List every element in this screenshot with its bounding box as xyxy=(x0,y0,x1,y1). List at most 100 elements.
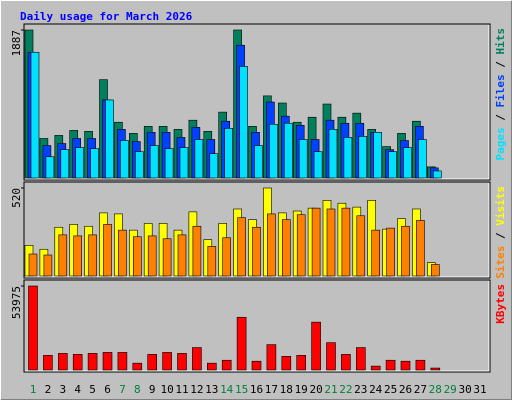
x-tick-label: 28 xyxy=(429,383,442,396)
x-tick-label: 19 xyxy=(295,383,308,396)
bar xyxy=(103,224,112,277)
bar xyxy=(283,122,293,179)
bar xyxy=(192,347,202,371)
bar xyxy=(403,147,412,179)
bar xyxy=(432,170,442,179)
x-tick-label: 31 xyxy=(473,383,486,396)
x-tick-label: 10 xyxy=(160,383,173,396)
bar xyxy=(386,227,395,277)
x-tick-label: 30 xyxy=(458,383,471,396)
x-tick-label: 22 xyxy=(339,383,352,396)
bar xyxy=(132,362,143,371)
bar xyxy=(45,156,55,179)
bar xyxy=(401,225,410,277)
bar xyxy=(311,321,321,371)
x-tick-label: 13 xyxy=(205,383,218,396)
bar xyxy=(343,137,353,179)
bar xyxy=(328,129,338,179)
bar xyxy=(87,353,98,371)
bar xyxy=(266,344,277,371)
bar xyxy=(90,148,99,179)
bar xyxy=(267,213,276,277)
bar xyxy=(28,285,38,371)
bar xyxy=(236,316,247,371)
legend-separator: / xyxy=(494,108,507,128)
bar xyxy=(373,132,383,179)
x-tick-label: 2 xyxy=(45,383,52,396)
x-tick-label: 15 xyxy=(235,383,248,396)
bar xyxy=(311,207,321,277)
bar xyxy=(298,139,308,179)
legend-entry: Hits xyxy=(494,28,507,55)
bar xyxy=(179,147,189,179)
bar xyxy=(207,246,217,277)
bar xyxy=(117,352,128,371)
bar xyxy=(57,353,68,371)
bar xyxy=(43,355,53,371)
bar xyxy=(430,367,441,371)
x-tick-label: 26 xyxy=(399,383,412,396)
bar xyxy=(237,217,246,277)
legend-entry: Pages xyxy=(494,127,507,160)
bar xyxy=(177,234,187,277)
bar xyxy=(358,136,368,179)
bar xyxy=(224,128,233,179)
bar xyxy=(207,362,217,371)
bar xyxy=(326,208,336,277)
bar xyxy=(415,359,426,371)
bar xyxy=(341,207,351,277)
bar xyxy=(162,352,172,371)
bar xyxy=(269,123,278,179)
x-tick-label: 14 xyxy=(220,383,234,396)
bar xyxy=(430,264,440,277)
x-tick-label: 12 xyxy=(190,383,203,396)
bar xyxy=(30,51,40,179)
bar xyxy=(58,234,68,277)
bar xyxy=(251,360,262,371)
bar xyxy=(133,236,142,277)
bar xyxy=(296,214,306,277)
bar xyxy=(371,229,381,277)
bar xyxy=(120,140,129,179)
bar xyxy=(194,139,204,179)
x-tick-label: 11 xyxy=(175,383,188,396)
legend-entry: Sites xyxy=(494,246,507,279)
bar xyxy=(73,235,82,277)
legend: Pages / Files / Hits xyxy=(494,28,507,161)
bar xyxy=(222,237,231,277)
legend-separator: / xyxy=(494,55,507,75)
bar xyxy=(252,226,261,277)
bar xyxy=(254,145,263,179)
x-tick-label: 29 xyxy=(444,383,457,396)
bar xyxy=(147,354,157,371)
bar xyxy=(418,139,427,179)
x-tick-label: 6 xyxy=(104,383,111,396)
bar xyxy=(281,356,292,371)
bar xyxy=(296,355,307,371)
y-tick-label: 520 xyxy=(10,188,23,208)
bar xyxy=(149,145,159,179)
x-tick-label: 7 xyxy=(119,383,126,396)
bar xyxy=(75,147,84,179)
bar xyxy=(355,347,366,371)
panel-highlight xyxy=(25,281,490,372)
y-tick-label: 1887 xyxy=(10,30,23,57)
x-tick-label: 4 xyxy=(74,383,81,396)
bar xyxy=(341,354,351,371)
bar xyxy=(385,359,396,371)
bar xyxy=(135,151,144,179)
x-tick-label: 27 xyxy=(414,383,427,396)
x-tick-label: 24 xyxy=(369,383,383,396)
panel-frame xyxy=(23,279,491,373)
x-tick-label: 8 xyxy=(134,383,141,396)
bar xyxy=(60,149,70,179)
bar xyxy=(118,229,127,277)
x-tick-label: 25 xyxy=(384,383,397,396)
legend: KBytes xyxy=(494,284,507,324)
panel-highlight xyxy=(25,183,490,278)
bar xyxy=(239,66,248,179)
bar xyxy=(102,352,113,371)
bar xyxy=(88,234,97,277)
